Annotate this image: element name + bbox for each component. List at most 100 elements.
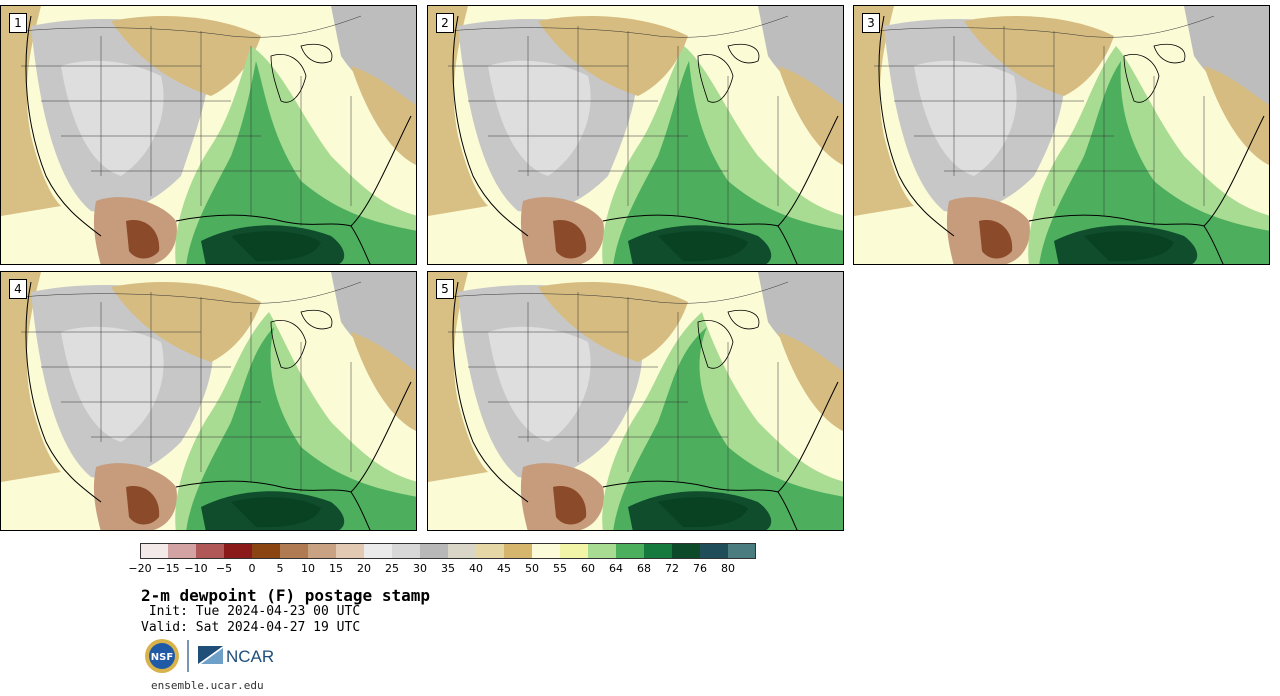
great-lakes-outline xyxy=(270,54,307,103)
website-url: ensemble.ucar.edu xyxy=(151,679,264,692)
init-time: Init: Tue 2024-04-23 00 UTC xyxy=(141,604,361,619)
colorbar-segment xyxy=(616,543,645,559)
state-border-line xyxy=(20,15,362,38)
colorbar-segment xyxy=(700,543,729,559)
pacific-dry-air xyxy=(428,6,488,216)
dewpoint-map xyxy=(428,6,843,264)
great-lakes-outline xyxy=(697,54,734,103)
panel-number: 1 xyxy=(9,13,27,33)
state-border-line xyxy=(447,15,789,38)
colorbar-segment xyxy=(588,543,617,559)
panel-number: 2 xyxy=(436,13,454,33)
coastline xyxy=(878,15,1265,264)
ncar-logo-icon: NCAR xyxy=(198,646,274,666)
northern-plains xyxy=(111,282,261,362)
colorbar-segment xyxy=(420,543,449,559)
great-lakes-outline xyxy=(697,320,734,369)
pacific-dry-air xyxy=(854,6,914,216)
intermountain-region xyxy=(488,326,591,442)
dewpoint-map xyxy=(1,272,416,530)
figure-title: 2-m dewpoint (F) postage stamp xyxy=(141,586,430,605)
nsf-logo-icon: NSF xyxy=(145,639,179,673)
panel-number: 4 xyxy=(9,279,27,299)
mexico-very-dry-core xyxy=(979,220,1013,259)
intermountain-region xyxy=(61,60,164,176)
state-border-line xyxy=(447,281,789,304)
colorbar-tick-label: −5 xyxy=(215,562,233,575)
colorbar-segment xyxy=(280,543,309,559)
logos: NSF NCAR xyxy=(145,639,274,673)
intermountain-region xyxy=(61,326,164,442)
colorbar-tick-label: −15 xyxy=(156,562,180,575)
valid-time: Valid: Sat 2024-04-27 19 UTC xyxy=(141,620,361,635)
panel-number: 5 xyxy=(436,279,454,299)
coastline xyxy=(25,15,412,264)
high-dewpoint-region xyxy=(186,61,416,264)
great-lakes-outline xyxy=(270,320,307,369)
northern-plains xyxy=(538,16,688,96)
mexico-very-dry-core xyxy=(553,486,587,525)
colorbar-tick-label: 10 xyxy=(301,562,315,575)
colorbar-tick-label: 55 xyxy=(553,562,567,575)
high-dewpoint-region xyxy=(1039,61,1269,264)
colorbar-tick-label: 72 xyxy=(665,562,679,575)
colorbar-segment xyxy=(364,543,393,559)
lake-superior-outline xyxy=(727,44,760,64)
colorbar-segment xyxy=(476,543,505,559)
colorbar-tick-label: 20 xyxy=(357,562,371,575)
colorbar-segment xyxy=(168,543,197,559)
gulf-max-dewpoint xyxy=(231,497,321,528)
state-border-line xyxy=(873,15,1215,38)
colorbar-tick-label: 30 xyxy=(413,562,427,575)
coastline xyxy=(452,15,839,264)
coastline xyxy=(25,281,412,530)
colorbar-segment xyxy=(252,543,281,559)
colorbar-tick-label: −20 xyxy=(128,562,152,575)
colorbar-tick-label: 0 xyxy=(248,562,256,575)
postage-stamp-panel-1: 1 xyxy=(0,5,417,265)
colorbar-tick-label: 60 xyxy=(581,562,595,575)
gulf-max-dewpoint xyxy=(1084,231,1174,262)
colorbar-tick-label: 40 xyxy=(469,562,483,575)
pacific-dry-air xyxy=(428,272,488,482)
colorbar-tick-label: −10 xyxy=(184,562,208,575)
northeast-region xyxy=(331,272,416,382)
northern-plains xyxy=(964,16,1114,96)
colorbar-segment xyxy=(448,543,477,559)
colorbar xyxy=(140,543,756,559)
colorbar-tick-label: 76 xyxy=(693,562,707,575)
mexico-very-dry-core xyxy=(126,486,160,525)
dewpoint-map xyxy=(1,6,416,264)
pacific-dry-air xyxy=(1,272,61,482)
postage-stamp-panel-3: 3 xyxy=(853,5,1270,265)
gulf-max-dewpoint xyxy=(658,497,748,528)
colorbar-segment xyxy=(336,543,365,559)
colorbar-segment xyxy=(672,543,701,559)
colorbar-tick-label: 15 xyxy=(329,562,343,575)
northern-plains xyxy=(111,16,261,96)
mexico-very-dry-core xyxy=(126,220,160,259)
coastline xyxy=(452,281,839,530)
panel-number: 3 xyxy=(862,13,880,33)
great-lakes-outline xyxy=(1123,54,1160,103)
northeast-region xyxy=(331,6,416,116)
colorbar-segment xyxy=(560,543,589,559)
nsf-logo-text: NSF xyxy=(151,652,173,663)
colorbar-segment xyxy=(196,543,225,559)
colorbar-segment xyxy=(392,543,421,559)
intermountain-region xyxy=(914,60,1017,176)
high-dewpoint-region xyxy=(186,327,416,530)
colorbar-tick-label: 45 xyxy=(497,562,511,575)
colorbar-tick-label: 5 xyxy=(276,562,284,575)
colorbar-segment xyxy=(644,543,673,559)
colorbar-segment xyxy=(728,543,756,559)
colorbar-frame xyxy=(140,543,756,559)
colorbar-segment xyxy=(140,543,169,559)
colorbar-segment xyxy=(532,543,561,559)
colorbar-tick-label: 68 xyxy=(637,562,651,575)
postage-stamp-panel-5: 5 xyxy=(427,271,844,531)
postage-stamp-panel-2: 2 xyxy=(427,5,844,265)
lake-superior-outline xyxy=(1153,44,1186,64)
colorbar-tick-label: 35 xyxy=(441,562,455,575)
dewpoint-map xyxy=(854,6,1269,264)
